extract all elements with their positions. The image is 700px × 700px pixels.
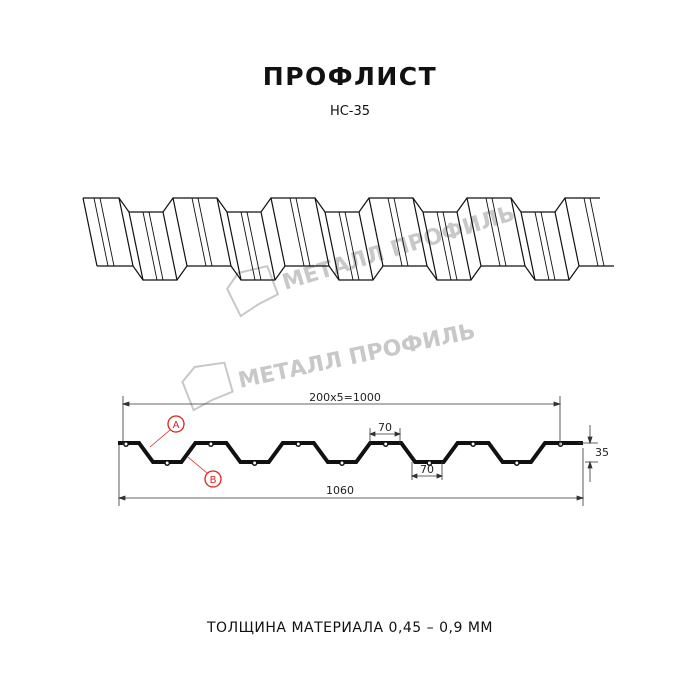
fold-line xyxy=(368,197,384,267)
watermark-text: МЕТАЛЛ ПРОФИЛЬ xyxy=(236,319,478,394)
pitch-dimension-label: 200x5=1000 xyxy=(309,391,381,404)
marker-b-label: B xyxy=(210,475,217,486)
fold-line xyxy=(324,211,340,281)
stiffener-line xyxy=(540,211,556,281)
marker-a: A xyxy=(149,415,185,448)
fold-line xyxy=(422,211,438,281)
stiffener-groove xyxy=(251,460,258,466)
fold-line xyxy=(128,211,144,281)
fold-line xyxy=(554,211,570,281)
valley-width-label: 70 xyxy=(420,463,434,476)
fold-line xyxy=(466,197,482,267)
marker-a-label: A xyxy=(173,420,180,431)
stiffener-line xyxy=(99,197,115,267)
stiffener-line xyxy=(142,211,158,281)
stiffener-groove xyxy=(382,441,389,447)
fold-line xyxy=(564,197,580,267)
stiffener-line xyxy=(246,211,262,281)
width-dimension-label: 1060 xyxy=(326,484,354,497)
fold-line xyxy=(412,197,428,267)
fold-line xyxy=(162,211,178,281)
fold-line xyxy=(270,197,286,267)
stiffener-line xyxy=(589,197,605,267)
stiffener-line xyxy=(393,197,409,267)
stiffener-line xyxy=(436,211,452,281)
stiffener-line xyxy=(295,197,311,267)
fold-line xyxy=(226,211,242,281)
marker-b: B xyxy=(187,456,222,488)
dimension-lines xyxy=(117,396,598,506)
fold-line xyxy=(358,211,374,281)
stiffener-groove xyxy=(339,460,345,466)
cross-section xyxy=(118,441,583,466)
profile-line xyxy=(118,441,583,464)
stiffener-groove xyxy=(295,441,302,447)
page-title: ПРОФЛИСТ xyxy=(262,62,438,91)
sheet-3d-view xyxy=(82,197,614,281)
stiffener-line xyxy=(197,197,213,267)
fold-line xyxy=(456,211,472,281)
fold-line xyxy=(314,197,330,267)
fold-line xyxy=(172,197,188,267)
stiffener-line xyxy=(387,197,403,267)
stiffener-line xyxy=(240,211,256,281)
material-thickness-note: ТОЛЩИНА МАТЕРИАЛА 0,45 – 0,9 ММ xyxy=(207,620,493,636)
stiffener-line xyxy=(583,197,599,267)
product-code: НС-35 xyxy=(329,104,371,119)
stiffener-line xyxy=(191,197,207,267)
sheet-top-edge xyxy=(83,197,600,213)
fold-line xyxy=(216,197,232,267)
fold-line xyxy=(520,211,536,281)
stiffener-groove xyxy=(513,460,520,466)
stiffener-groove xyxy=(164,460,171,466)
stiffener-line xyxy=(442,211,458,281)
fold-line xyxy=(82,197,98,267)
stiffener-line xyxy=(338,211,354,281)
stiffener-groove xyxy=(557,441,564,447)
sheet-bottom-edge xyxy=(97,265,614,281)
stiffener-line xyxy=(344,211,360,281)
ridge-width-label: 70 xyxy=(378,421,392,434)
stiffener-line xyxy=(491,197,507,267)
fold-line xyxy=(118,197,134,267)
stiffener-groove xyxy=(123,441,129,447)
stiffener-groove xyxy=(426,460,433,466)
stiffener-line xyxy=(534,211,550,281)
stiffener-line xyxy=(289,197,305,267)
stiffener-line xyxy=(93,197,109,267)
stiffener-groove xyxy=(470,441,477,447)
stiffener-groove xyxy=(207,441,214,447)
fold-line xyxy=(260,211,276,281)
height-dimension-label: 35 xyxy=(595,446,609,459)
stiffener-line xyxy=(485,197,501,267)
stiffener-line xyxy=(148,211,164,281)
fold-line xyxy=(510,197,526,267)
